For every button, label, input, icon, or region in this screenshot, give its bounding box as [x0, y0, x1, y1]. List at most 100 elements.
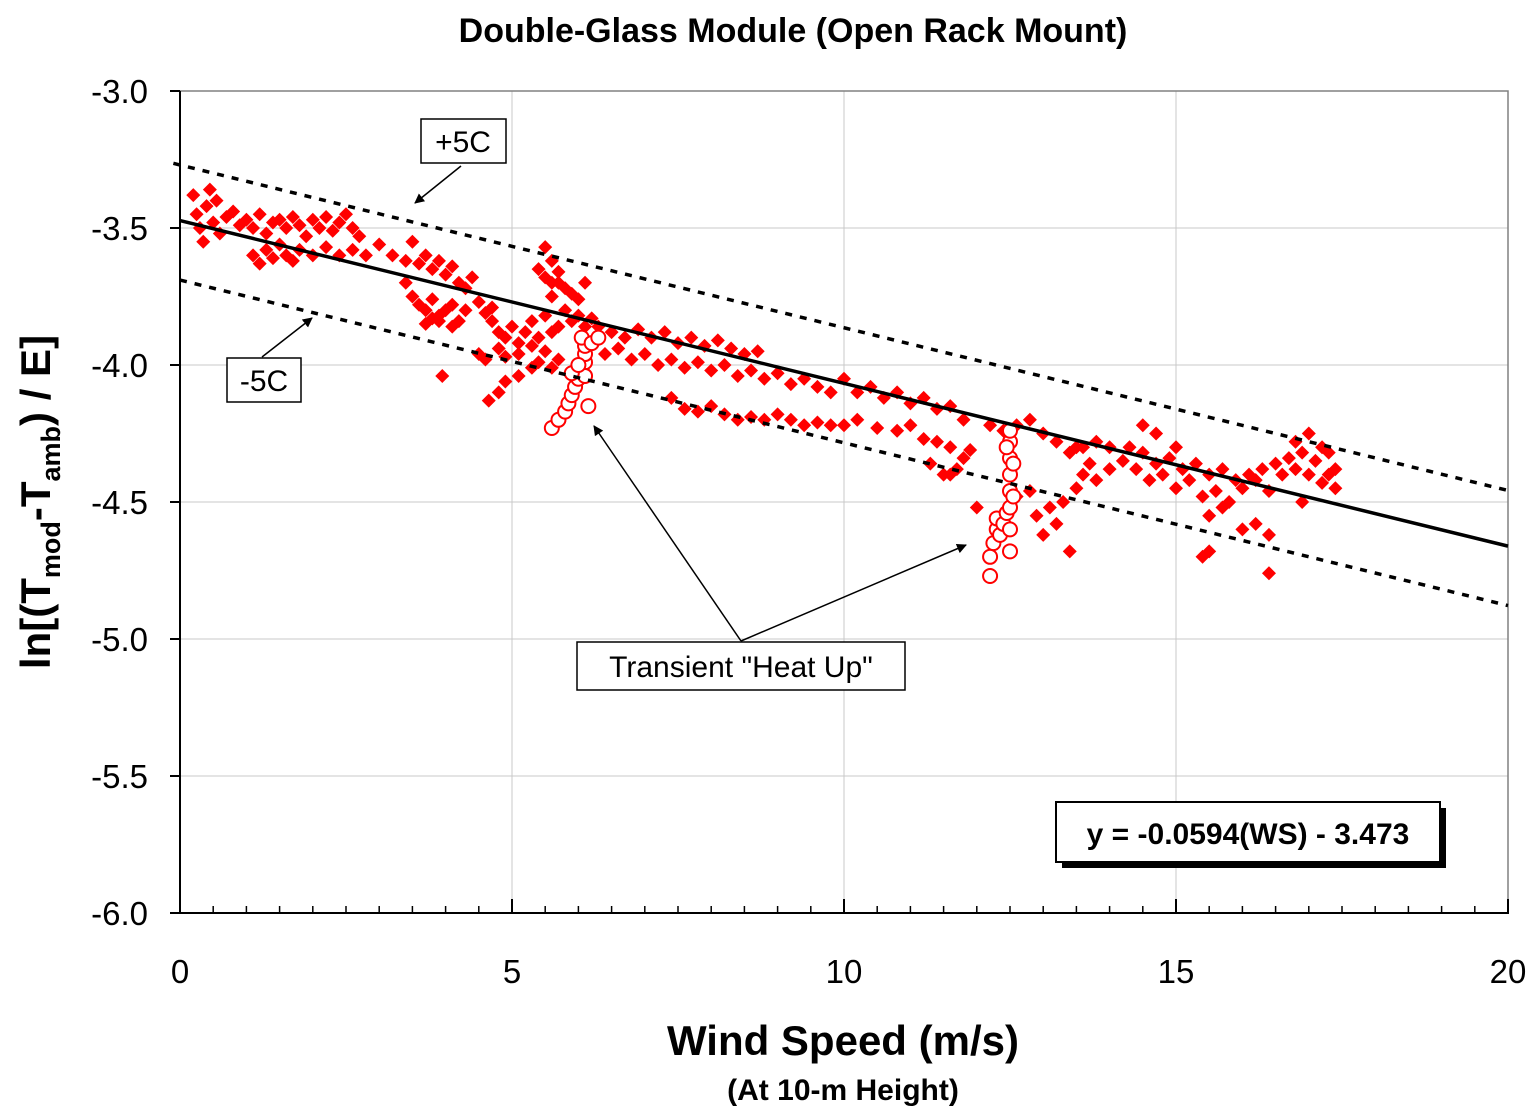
data-point-diamond: [206, 215, 221, 230]
data-point-diamond: [265, 251, 280, 266]
grid: [180, 91, 1508, 913]
data-point-diamond: [465, 270, 480, 285]
x-tick-label: 15: [1158, 953, 1195, 990]
data-point-diamond: [1268, 456, 1283, 471]
data-point-diamond: [491, 385, 506, 400]
data-point-diamond: [690, 404, 705, 419]
annotation-minus5c: -5C: [226, 357, 302, 403]
data-point-diamond: [1208, 484, 1223, 499]
data-point-diamond: [717, 358, 732, 372]
data-point-diamond: [664, 390, 679, 405]
data-point-diamond: [272, 212, 287, 227]
data-point-diamond: [611, 341, 626, 356]
arrow-heat-up-left: [593, 425, 742, 642]
data-point-diamond: [352, 229, 367, 244]
data-point-diamond: [1169, 481, 1183, 496]
data-point-diamond: [425, 292, 440, 307]
data-point-diamond: [418, 248, 433, 263]
data-point-diamond: [597, 347, 612, 362]
annotation-minus5c-label: -5C: [240, 365, 288, 398]
data-point-transient: [1002, 543, 1018, 560]
data-point-diamond: [664, 352, 679, 367]
data-point-diamond: [797, 418, 812, 433]
data-point-diamond: [810, 415, 825, 430]
data-point-diamond: [239, 212, 254, 227]
data-point-diamond: [551, 319, 566, 334]
x-tick-label: 0: [171, 953, 189, 990]
data-point-diamond: [511, 347, 526, 362]
data-point-diamond: [299, 229, 314, 244]
data-point-diamond: [1321, 445, 1336, 460]
data-point-diamond: [1308, 453, 1323, 468]
data-points: [186, 182, 1343, 584]
data-point-transient: [1005, 488, 1022, 505]
data-point-diamond: [850, 412, 865, 427]
data-point-diamond: [1049, 434, 1064, 449]
data-point-diamond: [1202, 544, 1217, 559]
data-point-diamond: [252, 207, 267, 222]
y-tick-label: -5.5: [91, 758, 148, 795]
data-point-transient: [982, 548, 999, 565]
data-point-diamond: [551, 352, 566, 367]
data-point-diamond: [943, 440, 958, 455]
data-point-diamond: [677, 360, 692, 375]
axis-ticks: 0 5 10 15 20 -3.0 -3.5 -4.0 -4.5 -5.0 -5.5 -6.0: [91, 73, 1526, 990]
data-point-diamond: [445, 319, 460, 334]
data-point-diamond: [398, 253, 413, 268]
data-point-diamond: [524, 338, 539, 353]
annotation-heat-up-label: Transient "Heat Up": [609, 651, 873, 684]
data-point-diamond: [916, 431, 931, 446]
data-point-diamond: [837, 418, 851, 433]
data-point-diamond: [505, 319, 519, 334]
annotation-arrows: [261, 165, 967, 642]
data-point-diamond: [677, 401, 692, 416]
data-point-diamond: [1328, 462, 1343, 477]
data-point-diamond: [1235, 481, 1250, 496]
data-point-diamond: [246, 248, 261, 263]
annotation-heat-up: Transient "Heat Up": [576, 641, 906, 691]
data-point-diamond: [325, 223, 340, 238]
data-point-diamond: [252, 256, 267, 271]
y-label-prefix: ln[(T: [12, 578, 59, 669]
equation-box: y = -0.0594(WS) - 3.473: [1055, 801, 1446, 868]
data-point-diamond: [730, 368, 745, 383]
data-point-diamond: [578, 275, 593, 290]
data-point-diamond: [1261, 527, 1276, 542]
data-point-diamond: [651, 358, 666, 372]
data-point-diamond: [1235, 522, 1250, 537]
data-point-diamond: [710, 333, 725, 348]
data-point-diamond: [1288, 462, 1303, 477]
data-point-transient: [580, 398, 597, 415]
fit-line: [179, 218, 1509, 548]
band-line-plus5c: [172, 161, 1509, 493]
data-point-transient: [1005, 455, 1022, 472]
data-point-diamond: [538, 240, 553, 255]
data-point-diamond: [279, 221, 294, 235]
data-point-diamond: [1215, 500, 1230, 515]
data-point-diamond: [246, 221, 261, 235]
data-point-diamond: [1155, 467, 1170, 482]
data-point-diamond: [398, 275, 413, 290]
data-point-diamond: [923, 456, 938, 471]
data-point-diamond: [783, 377, 798, 392]
data-point-diamond: [292, 218, 307, 233]
data-point-diamond: [684, 330, 699, 345]
y-label-sub2: amb: [36, 426, 66, 482]
data-point-diamond: [405, 289, 420, 304]
data-point-diamond: [1169, 440, 1183, 455]
data-point-diamond: [750, 344, 765, 359]
fit-lines: [172, 161, 1509, 608]
data-point-diamond: [823, 418, 838, 433]
data-point-diamond: [345, 221, 360, 235]
data-point-diamond: [1076, 467, 1091, 482]
data-point-diamond: [538, 344, 553, 359]
y-tick-label: -4.5: [91, 484, 148, 521]
data-point-diamond: [425, 311, 440, 326]
data-point-diamond: [1062, 544, 1077, 559]
data-point-diamond: [1301, 426, 1316, 441]
data-point-diamond: [405, 234, 420, 249]
data-point-diamond: [412, 256, 427, 271]
chart-title: Double-Glass Module (Open Rack Mount): [459, 12, 1128, 50]
data-point-diamond: [209, 193, 224, 208]
equation-label: y = -0.0594(WS) - 3.473: [1087, 818, 1410, 851]
